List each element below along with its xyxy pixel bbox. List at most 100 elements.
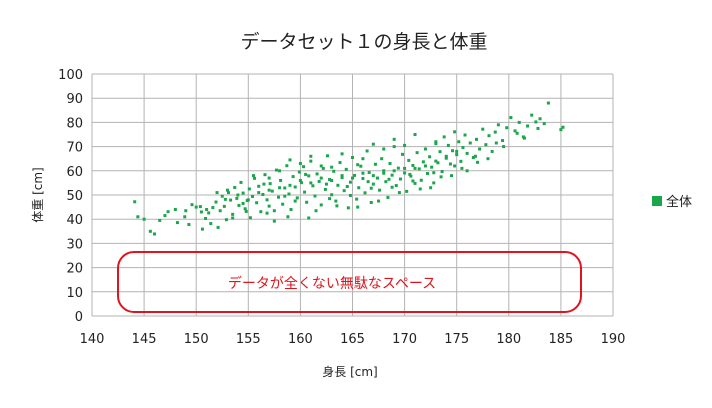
data-point xyxy=(351,155,354,159)
x-tick-label: 180 xyxy=(496,332,521,347)
data-point xyxy=(293,185,297,189)
data-point xyxy=(384,180,388,184)
data-point xyxy=(265,211,269,215)
data-point xyxy=(457,140,461,144)
data-point xyxy=(405,189,409,193)
data-point xyxy=(423,147,427,151)
x-tick-label: 190 xyxy=(601,332,626,347)
data-point xyxy=(166,210,170,214)
data-point xyxy=(366,180,370,184)
data-point xyxy=(272,209,276,213)
data-point xyxy=(502,145,506,149)
data-point xyxy=(214,200,218,204)
data-point xyxy=(359,164,363,168)
data-point xyxy=(442,135,446,139)
data-point xyxy=(241,201,245,205)
data-point xyxy=(285,164,289,168)
data-point xyxy=(476,160,480,164)
y-tick-label: 80 xyxy=(66,116,83,131)
data-point xyxy=(263,173,267,177)
x-tick-label: 155 xyxy=(236,332,261,347)
data-point xyxy=(380,157,384,161)
data-point xyxy=(319,203,323,207)
data-point xyxy=(526,124,530,128)
data-point xyxy=(190,203,194,207)
data-point xyxy=(330,178,334,182)
data-point xyxy=(220,194,224,198)
data-point xyxy=(403,171,407,175)
data-point xyxy=(403,166,407,170)
axes xyxy=(91,74,613,317)
data-point xyxy=(392,145,396,149)
data-point xyxy=(298,178,302,182)
data-point xyxy=(417,167,421,171)
empty-space-annotation-box xyxy=(117,251,582,313)
data-point xyxy=(509,116,513,120)
data-point xyxy=(409,174,413,178)
data-point xyxy=(304,172,308,176)
data-point xyxy=(396,166,400,170)
data-point xyxy=(408,172,412,176)
data-point xyxy=(394,184,398,188)
data-point xyxy=(434,142,438,146)
data-point xyxy=(265,198,269,202)
data-point xyxy=(262,182,266,186)
data-point xyxy=(453,130,457,134)
data-point xyxy=(231,212,235,216)
data-point xyxy=(515,131,519,135)
data-point xyxy=(517,120,521,124)
data-point xyxy=(233,185,237,189)
y-tick-label: 90 xyxy=(66,92,83,107)
data-point xyxy=(302,165,306,169)
data-point xyxy=(388,162,392,166)
data-point xyxy=(371,142,375,146)
data-point xyxy=(460,166,464,170)
data-point xyxy=(361,177,365,181)
data-point xyxy=(317,179,321,183)
data-point xyxy=(205,208,209,212)
data-point xyxy=(335,204,339,208)
y-tick-labels: 0 10 20 30 40 50 60 70 80 90 100 xyxy=(58,68,83,325)
data-point xyxy=(434,159,438,163)
data-point xyxy=(401,152,405,156)
data-point xyxy=(338,161,342,165)
data-point xyxy=(297,170,301,174)
y-tick-label: 60 xyxy=(66,165,83,180)
data-point xyxy=(434,140,438,144)
data-point xyxy=(309,181,313,185)
data-point xyxy=(340,174,344,178)
data-point xyxy=(222,204,226,208)
y-tick-label: 0 xyxy=(75,310,83,325)
data-point xyxy=(346,206,350,210)
data-point xyxy=(272,219,276,223)
data-point xyxy=(270,189,274,193)
data-point xyxy=(252,174,256,178)
data-point xyxy=(348,180,352,184)
data-point xyxy=(231,216,235,220)
data-point xyxy=(313,194,317,198)
data-point xyxy=(323,187,327,191)
data-point xyxy=(289,208,293,212)
data-point xyxy=(148,229,152,233)
data-point xyxy=(421,160,425,164)
data-point xyxy=(493,130,497,134)
legend-label: 全体 xyxy=(666,194,692,210)
data-point xyxy=(288,158,292,162)
data-point xyxy=(281,202,285,206)
data-point xyxy=(274,168,278,172)
data-point xyxy=(227,191,231,195)
data-point xyxy=(307,216,311,220)
data-points xyxy=(133,101,565,236)
data-point xyxy=(419,178,423,182)
data-point xyxy=(390,173,394,177)
data-point xyxy=(257,184,261,188)
data-point xyxy=(513,129,517,133)
data-point xyxy=(481,127,485,131)
data-point xyxy=(411,163,415,167)
data-point xyxy=(468,141,472,145)
data-point xyxy=(356,163,360,167)
data-point xyxy=(403,143,407,147)
data-point xyxy=(369,186,373,190)
